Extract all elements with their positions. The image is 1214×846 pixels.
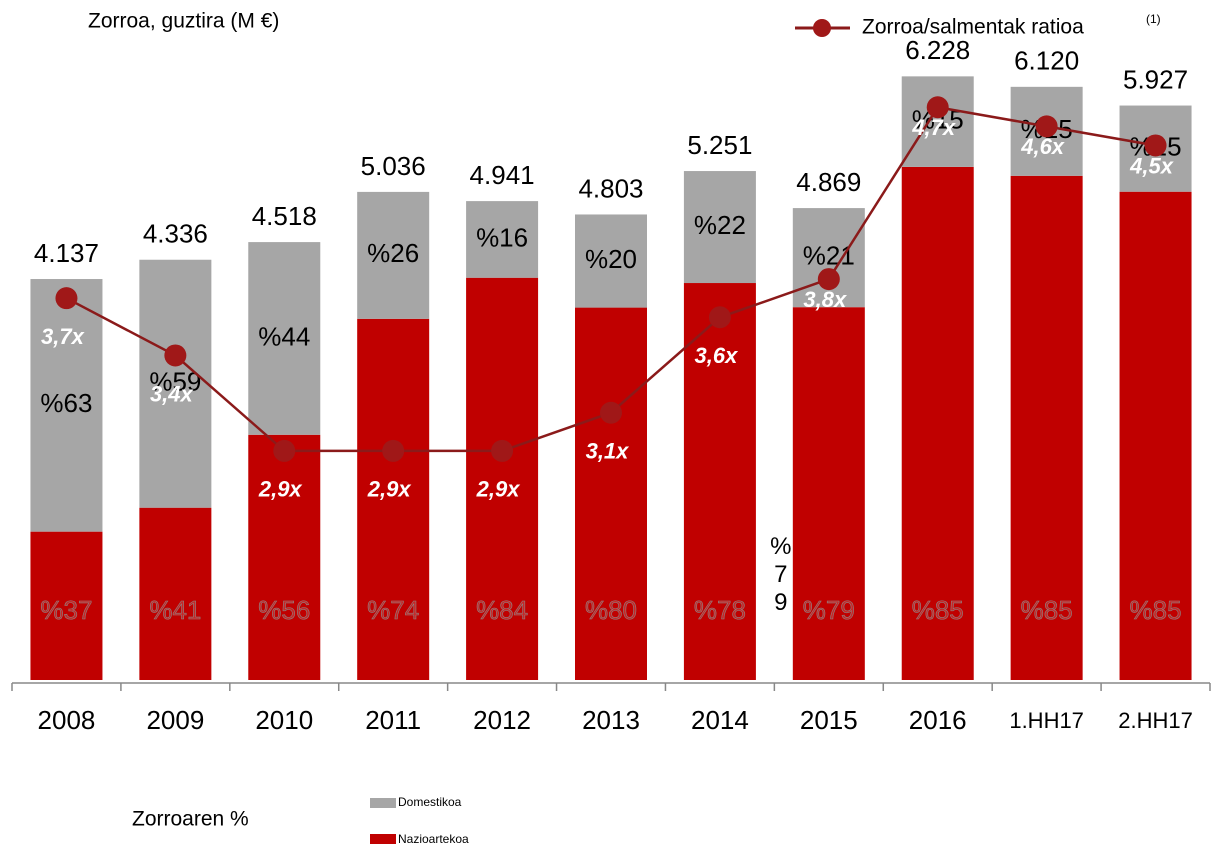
x-tick-label: 2015 xyxy=(800,705,858,735)
x-tick-label: 2010 xyxy=(255,705,313,735)
ratio-label: 4,5x xyxy=(1129,153,1174,178)
x-tick-label: 2013 xyxy=(582,705,640,735)
legend-label: Domestikoa xyxy=(398,795,462,809)
bar-segment-domestikoa xyxy=(683,171,756,284)
share-label: %21 xyxy=(803,241,855,271)
ratio-marker xyxy=(600,401,622,424)
ratio-marker xyxy=(926,96,949,119)
share-label: %37 xyxy=(40,595,92,625)
chart-title: Zorroa, guztira (M €) xyxy=(88,10,279,33)
ratio-label: 3,4x xyxy=(150,381,194,406)
bar-segment-nazioartekoa xyxy=(248,434,321,680)
share-label: %84 xyxy=(476,595,528,625)
ratio-marker xyxy=(491,439,514,462)
share-label: %26 xyxy=(367,238,419,268)
total-label: 5.036 xyxy=(361,151,426,181)
x-tick-label: 2009 xyxy=(146,705,204,735)
total-label: 4.336 xyxy=(143,219,208,249)
ratio-label: 2,9x xyxy=(258,477,303,502)
bar-segment-nazioartekoa xyxy=(1119,191,1192,680)
total-label: 6.228 xyxy=(905,35,970,65)
ratio-label: 2,9x xyxy=(367,477,412,502)
x-tick-label: 1.HH17 xyxy=(1009,708,1084,733)
bar-segment-nazioartekoa xyxy=(30,531,103,680)
ratio-label: 3,6x xyxy=(694,343,738,368)
ratio-marker xyxy=(708,306,731,329)
bar-segment-domestikoa xyxy=(139,259,212,508)
bar-segment-domestikoa xyxy=(466,201,539,278)
bar-segment-domestikoa xyxy=(575,214,647,308)
x-tick-label: 2.HH17 xyxy=(1118,708,1193,733)
share-label: %63 xyxy=(40,388,92,418)
ratio-marker xyxy=(817,268,840,291)
ratio-marker xyxy=(55,287,78,310)
share-label: %85 xyxy=(912,595,964,625)
share-label: %79 xyxy=(803,595,855,625)
x-tick-label: 2012 xyxy=(473,705,531,735)
share-label: %80 xyxy=(585,595,637,625)
legend-label: Nazioartekoa xyxy=(398,832,469,846)
ratio-label: 3,1x xyxy=(586,439,630,464)
bar-segment-nazioartekoa xyxy=(575,307,647,680)
ratio-marker xyxy=(1144,134,1167,157)
x-tick-label: 2016 xyxy=(909,705,967,735)
share-label: %22 xyxy=(694,210,746,240)
bar-segment-nazioartekoa xyxy=(466,277,539,680)
share-label: %74 xyxy=(367,595,419,625)
bar-segment-nazioartekoa xyxy=(901,166,974,680)
share-label: %20 xyxy=(585,244,637,274)
share-label: %78 xyxy=(694,595,746,625)
ratio-label: 2,9x xyxy=(476,477,521,502)
bar-segment-nazioartekoa xyxy=(139,507,212,680)
share-label: %85 xyxy=(1021,595,1073,625)
ratio-marker xyxy=(273,439,296,462)
bar-segment-nazioartekoa xyxy=(792,307,865,680)
bar-segment-nazioartekoa xyxy=(357,318,430,680)
total-label: 4.869 xyxy=(796,167,861,197)
share-label: %16 xyxy=(476,222,528,252)
legend-title: Zorroaren % xyxy=(132,808,249,831)
legend-label: Zorroa/salmentak ratioa xyxy=(862,16,1084,39)
ratio-marker xyxy=(164,344,187,367)
total-label: 5.251 xyxy=(687,130,752,160)
ratio-label: 4,6x xyxy=(1020,134,1065,159)
total-label: 4.137 xyxy=(34,238,99,268)
ratio-marker xyxy=(382,439,405,462)
bar-segment-domestikoa xyxy=(357,191,430,319)
ratio-label: 4,7x xyxy=(911,115,956,140)
bar-segment-nazioartekoa xyxy=(1010,175,1083,680)
bar-segment-domestikoa xyxy=(901,76,974,167)
total-label: 6.120 xyxy=(1014,46,1079,76)
total-label: 5.927 xyxy=(1123,64,1188,94)
legend-swatch xyxy=(370,834,396,844)
ratio-label: 3,7x xyxy=(41,324,85,349)
total-label: 4.518 xyxy=(252,201,317,231)
share-label: %41 xyxy=(149,595,201,625)
ratio-label: 3,8x xyxy=(803,287,847,312)
ratio-marker xyxy=(1035,115,1058,138)
total-label: 4.941 xyxy=(470,160,535,190)
bar-segment-domestikoa xyxy=(248,242,321,435)
annotation: % 7 9 xyxy=(770,533,791,616)
total-label: 4.803 xyxy=(578,173,643,203)
share-label: %56 xyxy=(258,595,310,625)
legend-swatch xyxy=(370,798,396,808)
x-tick-label: 2008 xyxy=(38,705,96,735)
x-tick-label: 2011 xyxy=(365,705,421,735)
legend-note: (1) xyxy=(1146,12,1161,26)
legend-marker xyxy=(813,19,831,37)
share-label: %44 xyxy=(258,321,310,351)
bar-segment-domestikoa xyxy=(30,279,103,532)
share-label: %85 xyxy=(1130,595,1182,625)
bar-segment-domestikoa xyxy=(792,208,865,308)
bar-segment-nazioartekoa xyxy=(683,283,756,680)
x-tick-label: 2014 xyxy=(691,705,749,735)
